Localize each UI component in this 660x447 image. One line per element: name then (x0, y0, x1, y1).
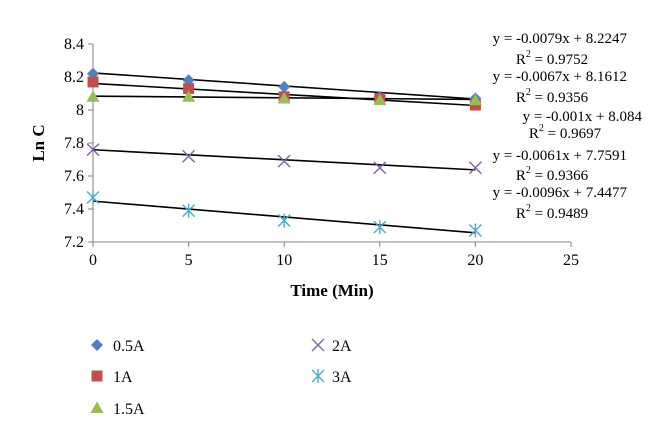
r-symbol: R (516, 168, 526, 184)
r-symbol: R (516, 206, 526, 222)
trendline-equation: y = -0.0067x + 8.1612 (493, 69, 627, 85)
data-point (373, 93, 387, 106)
data-point (87, 76, 99, 88)
r-squared-label: R2 = 0.9356 (516, 87, 589, 106)
x-tick-label: 25 (563, 252, 579, 269)
data-point (373, 220, 387, 235)
r-squared-label: R2 = 0.9697 (529, 123, 602, 142)
r-symbol: R (529, 126, 539, 142)
data-point (468, 93, 482, 106)
y-tick-label: 7.6 (64, 168, 84, 185)
trendline-equation: y = -0.0079x + 8.2247 (493, 31, 628, 47)
x-tick-label: 15 (372, 252, 388, 269)
legend-label: 1.5A (113, 401, 145, 418)
x-tick-label: 0 (89, 252, 97, 269)
data-point (468, 223, 482, 238)
r-symbol: R (516, 90, 526, 106)
r-squared-exponent: 2 (526, 49, 531, 60)
y-axis-title: Ln C (29, 124, 48, 161)
r-squared-value: = 0.9356 (531, 90, 589, 106)
data-point (182, 149, 196, 163)
y-tick-label: 8.2 (64, 69, 84, 86)
data-point (277, 154, 291, 168)
x-tick-label: 5 (185, 252, 193, 269)
data-point (86, 143, 100, 157)
data-point (182, 203, 196, 218)
legend-label: 3A (332, 369, 352, 386)
r-symbol: R (516, 52, 526, 68)
legend-label: 2A (332, 338, 352, 355)
r-squared-exponent: 2 (539, 123, 544, 134)
legend-marker (90, 401, 104, 413)
legend-label: 1A (113, 369, 133, 386)
r-squared-value: = 0.9752 (531, 52, 588, 68)
legend: 0.5A 1A 1.5A 2A 3A (90, 338, 352, 418)
legend-label: 0.5A (113, 338, 145, 355)
y-tick-label: 8 (76, 102, 84, 119)
y-tick-label: 8.4 (64, 36, 84, 53)
r-squared-exponent: 2 (526, 165, 531, 176)
data-point (277, 213, 291, 228)
trendline-equation: y = -0.001x + 8.084 (523, 109, 643, 125)
data-point (277, 91, 291, 104)
r-squared-label: R2 = 0.9489 (516, 203, 588, 222)
y-tick-label: 7.2 (64, 234, 84, 251)
y-tick-label: 7.4 (64, 201, 84, 218)
data-point (182, 90, 196, 102)
r-squared-exponent: 2 (526, 203, 531, 214)
r-squared-value: = 0.9489 (531, 206, 588, 222)
trendline-equation: y = -0.0061x + 7.7591 (493, 148, 627, 164)
legend-marker (311, 338, 325, 352)
trendline-equation: y = -0.0096x + 7.4477 (493, 185, 628, 201)
data-point (183, 83, 195, 95)
r-squared-value: = 0.9697 (544, 126, 602, 142)
legend-marker (91, 339, 103, 351)
r-squared-value: = 0.9366 (531, 168, 589, 184)
r-squared-label: R2 = 0.9366 (516, 165, 589, 184)
data-points (86, 67, 482, 238)
data-point (373, 161, 387, 175)
r-squared-exponent: 2 (526, 87, 531, 98)
trendline-2a (92, 148, 476, 171)
ticks: 7.2 7.4 7.6 7.8 8 8.2 8.4 0 5 10 15 20 25 (64, 36, 579, 269)
r-squared-label: R2 = 0.9752 (516, 49, 588, 68)
x-tick-label: 10 (276, 252, 292, 269)
data-point (86, 90, 100, 102)
x-tick-label: 20 (467, 252, 483, 269)
legend-marker (91, 370, 103, 382)
y-tick-label: 7.8 (64, 135, 84, 152)
data-point (278, 80, 291, 93)
x-axis-title: Time (Min) (290, 281, 373, 300)
data-point (468, 161, 482, 175)
data-point (86, 190, 100, 205)
legend-marker (311, 369, 325, 383)
